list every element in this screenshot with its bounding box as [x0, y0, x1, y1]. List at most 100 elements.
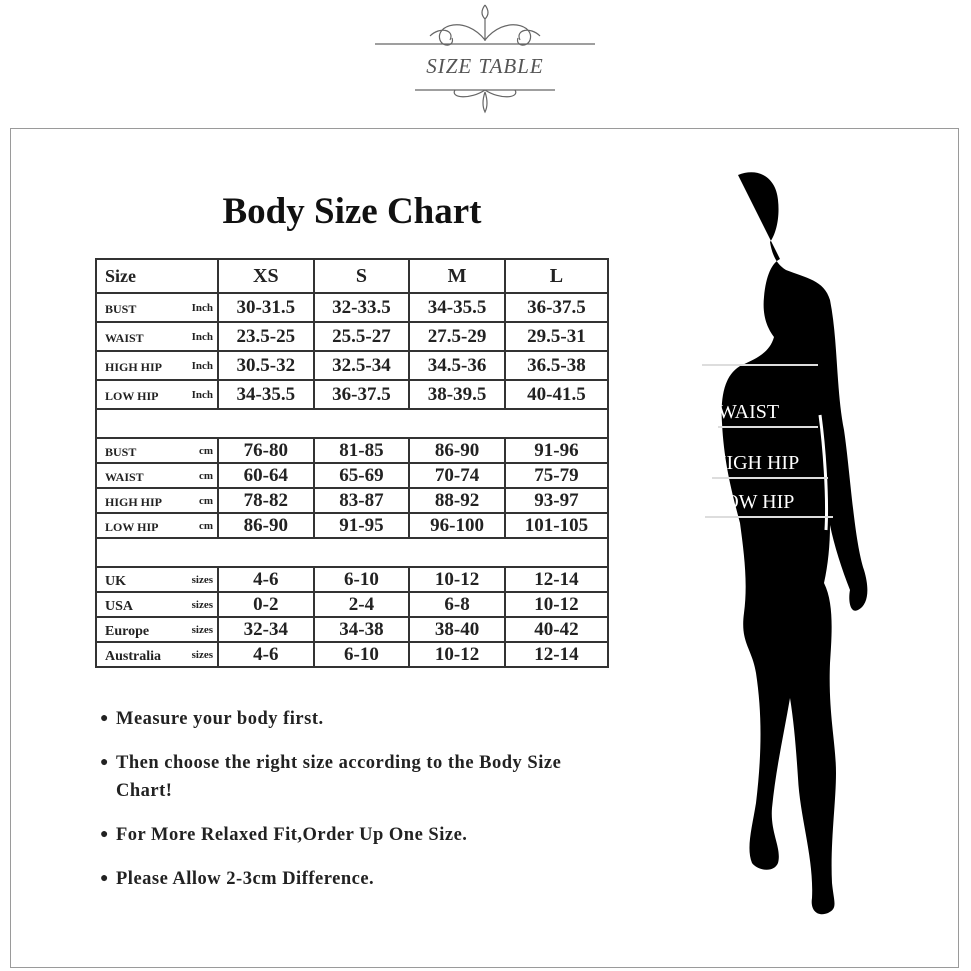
- size-cell: 32.5-34: [312, 350, 411, 381]
- measure-name: LOW HIP: [105, 389, 159, 403]
- size-cell: 4-6: [217, 641, 315, 668]
- note-text: For More Relaxed Fit,Order Up One Size.: [116, 825, 468, 845]
- size-cell: 23.5-25: [217, 321, 315, 352]
- row-label: Europe sizes: [95, 616, 219, 643]
- size-cell: 38-39.5: [408, 379, 506, 410]
- size-cell: 75-79: [503, 462, 610, 489]
- size-cell: 91-96: [503, 437, 610, 464]
- size-cell: 78-82: [217, 487, 315, 514]
- size-cell: 12-14: [503, 641, 610, 668]
- bust-label: BUST: [706, 340, 758, 362]
- size-cell: 0-2: [217, 591, 315, 618]
- unit-label: sizes: [191, 623, 213, 636]
- size-cell: 76-80: [217, 437, 315, 464]
- row-label: BUST Inch: [95, 292, 219, 323]
- low-hip-line: [705, 516, 833, 518]
- note-item: ● For More Relaxed Fit,Order Up One Size.: [100, 821, 620, 849]
- low-hip-label: LOW HIP: [712, 491, 795, 513]
- page-title: Body Size Chart: [222, 191, 482, 232]
- measure-name: Europe: [105, 623, 150, 639]
- column-header: L: [503, 258, 610, 294]
- body-silhouette: BUST WAIST HIGH HIP LOW HIP: [660, 170, 875, 920]
- unit-label: cm: [198, 445, 213, 457]
- size-cell: 30-31.5: [217, 292, 315, 323]
- size-cell: 25.5-27: [312, 321, 411, 352]
- size-cell: 36-37.5: [312, 379, 411, 410]
- row-label: WAIST Inch: [95, 321, 219, 352]
- size-cell: 88-92: [408, 487, 506, 514]
- measure-name: LOW HIP: [105, 520, 159, 534]
- size-cell: 6-10: [312, 566, 411, 593]
- silhouette-icon: [699, 172, 868, 915]
- size-cell: 27.5-29: [408, 321, 506, 352]
- size-cell: 83-87: [312, 487, 411, 514]
- row-label: LOW HIP Inch: [95, 379, 219, 410]
- measure-name: USA: [105, 598, 134, 614]
- size-cell: 30.5-32: [217, 350, 315, 381]
- size-cell: 29.5-31: [503, 321, 610, 352]
- size-cell: 36.5-38: [503, 350, 610, 381]
- bust-line: [702, 364, 818, 366]
- size-cell: 65-69: [312, 462, 411, 489]
- size-cell: 86-90: [408, 437, 506, 464]
- table-header-row: Size XS S M L: [95, 258, 610, 294]
- size-cell: 91-95: [312, 512, 411, 539]
- size-table-logo: SIZE TABLE: [370, 0, 600, 120]
- ornament-icon: [375, 4, 595, 114]
- row-label: Australia sizes: [95, 641, 219, 668]
- spacer-row: [95, 537, 609, 568]
- size-cell: 101-105: [503, 512, 610, 539]
- size-cell: 40-42: [503, 616, 610, 643]
- size-cell: 6-8: [408, 591, 506, 618]
- size-cell: 34-35.5: [217, 379, 315, 410]
- table-row: WAIST Inch 23.5-25 25.5-27 27.5-29 29.5-31: [95, 321, 610, 352]
- table-row: Australia sizes 4-6 6-10 10-12 12-14: [95, 641, 610, 668]
- size-cell: 40-41.5: [503, 379, 610, 410]
- size-cell: 34.5-36: [408, 350, 506, 381]
- size-cell: 34-35.5: [408, 292, 506, 323]
- row-label: LOW HIP cm: [95, 512, 219, 539]
- unit-label: Inch: [191, 389, 213, 401]
- measure-name: BUST: [105, 445, 137, 459]
- row-label: WAIST cm: [95, 462, 219, 489]
- row-label: BUST cm: [95, 437, 219, 464]
- bullet-icon: ●: [100, 755, 109, 770]
- unit-label: cm: [198, 520, 213, 532]
- unit-label: cm: [198, 470, 213, 482]
- table-row: USA sizes 0-2 2-4 6-8 10-12: [95, 591, 610, 618]
- measure-name: WAIST: [105, 331, 144, 345]
- size-cell: 6-10: [312, 641, 411, 668]
- row-label: UK sizes: [95, 566, 219, 593]
- unit-label: cm: [198, 495, 213, 507]
- measure-name: HIGH HIP: [105, 360, 163, 374]
- size-cell: 10-12: [503, 591, 610, 618]
- bullet-icon: ●: [100, 711, 109, 726]
- column-header: S: [312, 258, 411, 294]
- measure-name: UK: [105, 573, 126, 589]
- note-item: ● Measure your body first.: [100, 705, 620, 733]
- unit-label: sizes: [191, 573, 213, 586]
- note-text: Please Allow 2-3cm Difference.: [116, 869, 375, 889]
- size-cell: 86-90: [217, 512, 315, 539]
- table-row: UK sizes 4-6 6-10 10-12 12-14: [95, 566, 610, 593]
- high-hip-label: HIGH HIP: [712, 452, 800, 474]
- size-cell: 4-6: [217, 566, 315, 593]
- waist-label: WAIST: [718, 401, 780, 423]
- size-cell: 34-38: [312, 616, 411, 643]
- measure-name: HIGH HIP: [105, 495, 163, 509]
- unit-label: sizes: [191, 598, 213, 611]
- size-cell: 96-100: [408, 512, 506, 539]
- spacer-row: [95, 408, 609, 439]
- note-text: Measure your body first.: [116, 709, 324, 729]
- column-header: M: [408, 258, 506, 294]
- measure-name: WAIST: [105, 470, 144, 484]
- size-cell: 10-12: [408, 566, 506, 593]
- bullet-icon: ●: [100, 871, 109, 886]
- waist-line: [718, 426, 818, 428]
- column-header: XS: [217, 258, 315, 294]
- row-label: HIGH HIP Inch: [95, 350, 219, 381]
- table-row: LOW HIP cm 86-90 91-95 96-100 101-105: [95, 512, 610, 539]
- size-cell: 70-74: [408, 462, 506, 489]
- unit-label: sizes: [191, 648, 213, 661]
- size-cell: 60-64: [217, 462, 315, 489]
